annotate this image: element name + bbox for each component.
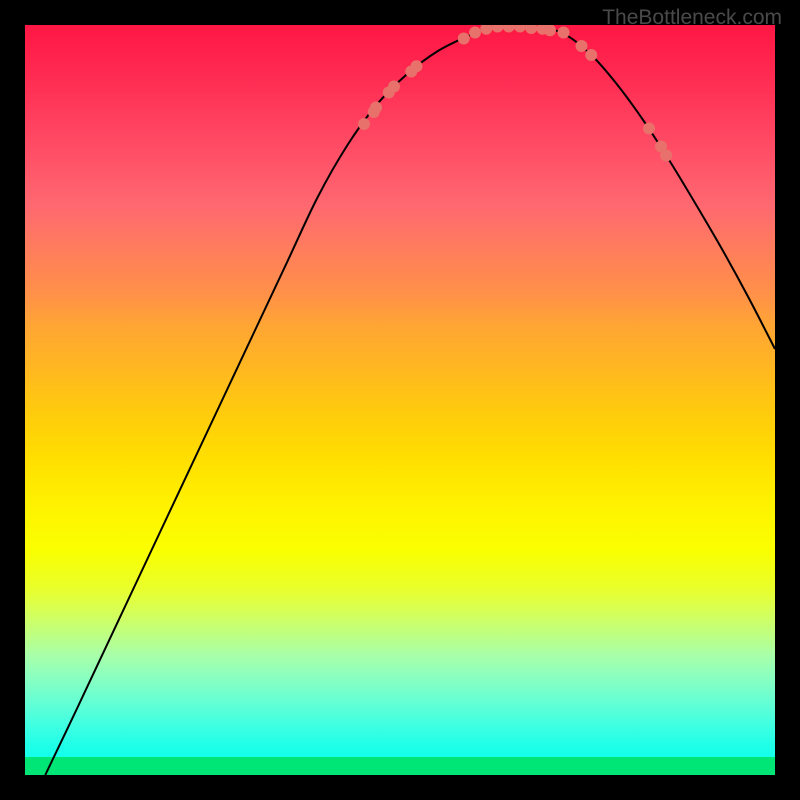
data-marker: [576, 40, 588, 52]
bottleneck-curve: [45, 25, 775, 775]
data-marker: [660, 150, 672, 162]
chart-svg: [25, 25, 775, 775]
data-marker: [411, 60, 423, 72]
data-marker: [388, 81, 400, 93]
data-marker: [469, 27, 481, 39]
data-marker: [585, 49, 597, 61]
data-marker: [525, 25, 537, 34]
data-marker: [643, 123, 655, 135]
data-marker: [370, 102, 382, 114]
watermark-text: TheBottleneck.com: [602, 6, 782, 30]
data-marker: [480, 25, 492, 35]
data-marker: [503, 25, 515, 33]
data-marker: [358, 118, 370, 130]
data-marker: [558, 27, 570, 39]
data-marker: [492, 25, 504, 33]
data-marker: [458, 33, 470, 45]
data-marker: [544, 25, 556, 36]
data-marker: [514, 25, 526, 33]
plot-area: [25, 25, 775, 775]
